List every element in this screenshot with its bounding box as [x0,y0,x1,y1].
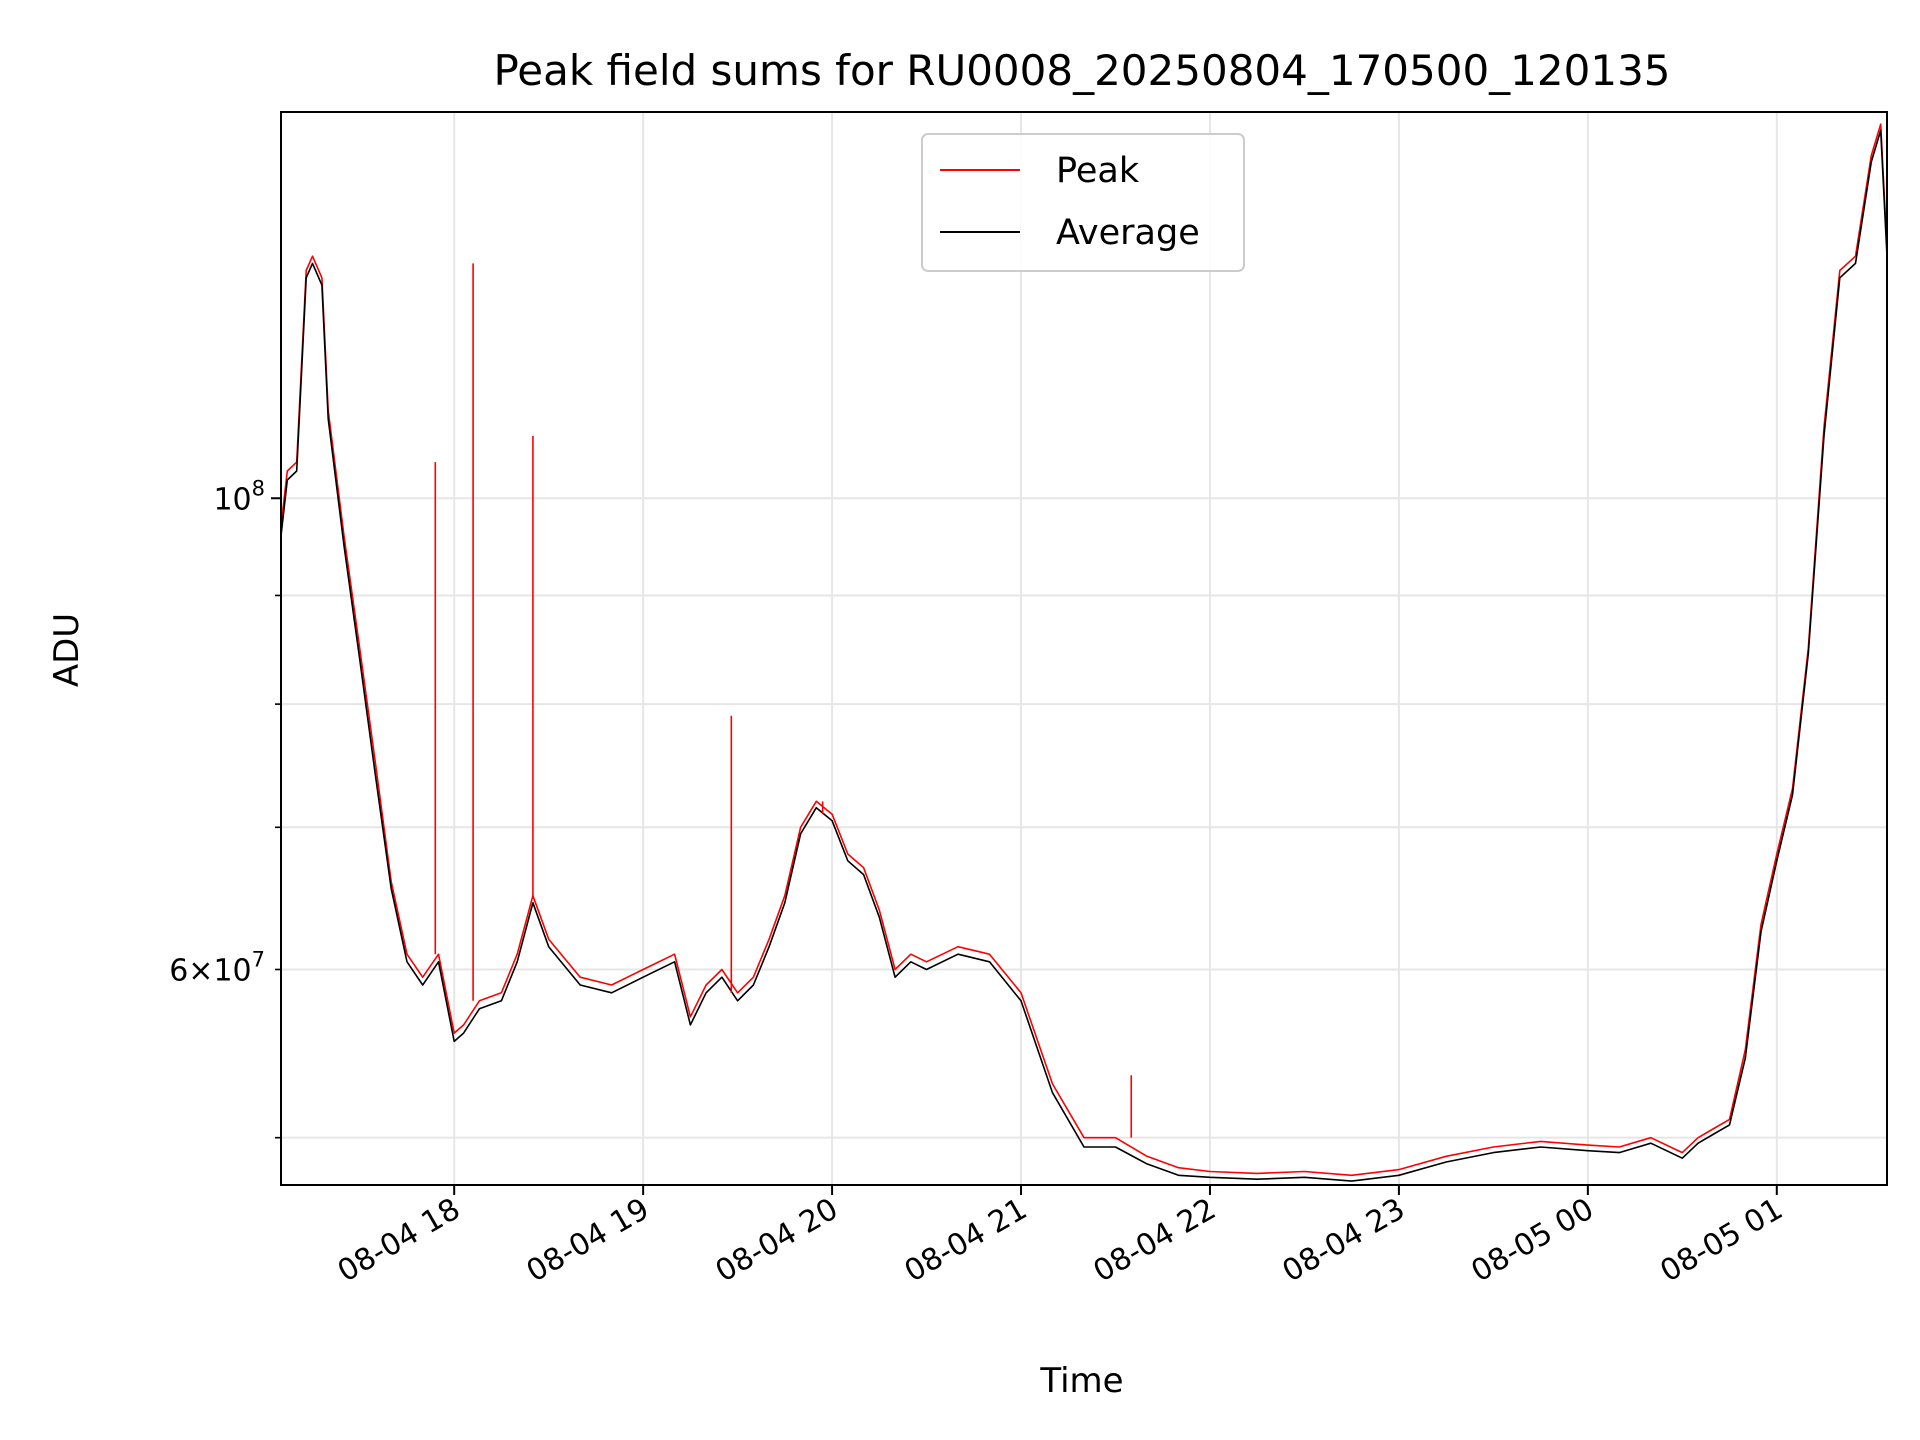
plot-frame [280,111,1888,1186]
series-layer [280,123,1888,1182]
x-axis-label: Time [1039,1361,1123,1401]
y-axis-label: ADU [47,613,87,687]
series-line-peak [280,123,1888,1177]
y-axis: 108 6×107 [169,476,281,1139]
y-tick-label: 108 [213,476,265,517]
y-tick-label: 6×107 [169,947,265,988]
legend-label-average: Average [1056,213,1200,253]
series-line-average [280,129,1888,1182]
legend-box [921,133,1245,272]
chart-title: Peak field sums for RU0008_20250804_1705… [493,46,1670,95]
legend-label-peak: Peak [1056,151,1140,191]
legend: Peak Average [921,133,1245,272]
